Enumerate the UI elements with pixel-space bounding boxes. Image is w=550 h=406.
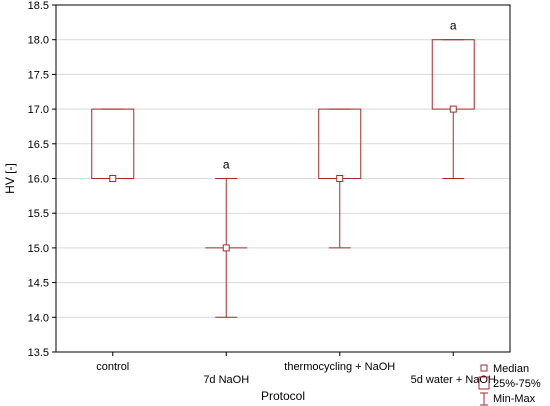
legend-whisker-marker <box>480 392 488 406</box>
legend-box-label: 25%-75% <box>493 378 541 390</box>
y-tick-label: 14.5 <box>28 278 49 290</box>
y-axis-title: HV [-] <box>3 163 17 194</box>
x-axis-labels: control 7d NaOH thermocycling + NaOH 5d wat… <box>96 352 496 386</box>
y-tick-label: 13.5 <box>28 347 49 359</box>
legend-box-marker <box>478 376 490 390</box>
x-axis-title: Protocol <box>261 389 305 403</box>
median-marker <box>222 244 230 252</box>
y-tick-label: 18.0 <box>28 35 49 47</box>
y-tick-label: 16.0 <box>28 174 49 186</box>
legend: Median 25%-75% Min-Max <box>478 363 541 406</box>
y-tick-label: 17.5 <box>28 69 49 81</box>
legend-median-marker <box>480 364 488 372</box>
significance-label: a <box>223 158 230 172</box>
plot-frame <box>55 4 511 353</box>
x-tick-label: control <box>96 361 129 373</box>
box-2: a <box>205 158 248 318</box>
y-tick-label: 15.0 <box>28 243 49 255</box>
y-tick-label: 16.5 <box>28 139 49 151</box>
legend-whisker-label: Min-Max <box>493 393 536 405</box>
y-tick-label: 14.0 <box>28 312 49 324</box>
median-marker <box>336 175 344 182</box>
x-tick-label: 7d NaOH <box>203 374 249 386</box>
box-series: aa <box>91 19 475 318</box>
box-1 <box>91 108 135 182</box>
y-tick-label: 15.5 <box>28 208 49 220</box>
median-marker <box>109 175 117 182</box>
box-3 <box>318 108 362 249</box>
y-tick-label: 17.0 <box>28 104 49 116</box>
median-marker <box>449 105 457 113</box>
x-tick-label: thermocycling + NaOH <box>284 361 395 373</box>
box-4: a <box>431 19 475 179</box>
y-tick-label: 18.5 <box>28 0 49 12</box>
legend-median-label: Median <box>493 363 529 375</box>
y-axis-ticks: 13.5 14.0 14.5 15.0 15.5 16.0 16.5 17.0 17.5 18.0… <box>28 0 56 359</box>
significance-label: a <box>450 19 457 33</box>
x-tick-label: 5d water + NaOH <box>411 374 496 386</box>
